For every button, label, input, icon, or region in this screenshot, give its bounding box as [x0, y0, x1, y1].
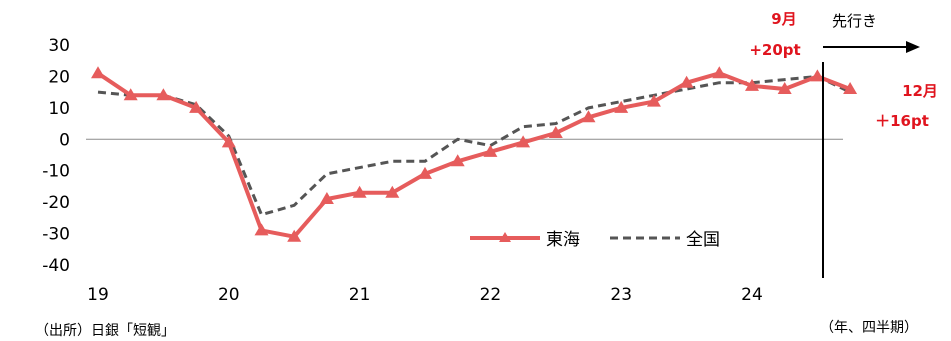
forecast-arrowhead — [906, 41, 920, 53]
series-line-zenkoku — [97, 74, 851, 217]
x-tick-label: 23 — [610, 285, 632, 305]
source-note: （出所）日銀「短観」 — [35, 322, 175, 339]
data-point-tokai — [614, 100, 629, 113]
x-unit-label: （年、四半期） — [820, 320, 918, 336]
y-tick-label: -20 — [42, 193, 70, 213]
data-point-tokai — [516, 135, 531, 148]
y-tick-label: -40 — [42, 256, 70, 276]
y-tick-label: 10 — [48, 99, 70, 119]
data-point-tokai — [418, 166, 432, 179]
legend-item-zenkoku: 全国 — [610, 230, 720, 250]
data-point-tokai — [385, 185, 400, 198]
annotation-sep-label: 9月 — [771, 10, 796, 28]
forecast-label: 先行き — [832, 12, 877, 30]
data-point-tokai — [679, 75, 694, 88]
annotation-sep-value: +20pt — [749, 41, 800, 59]
data-point-tokai — [352, 185, 367, 198]
annotation-dec-value: ＋16pt — [875, 112, 929, 130]
data-point-tokai — [189, 100, 204, 113]
annotation-dec-label: 12月 — [902, 82, 938, 100]
x-tick-label: 21 — [349, 285, 371, 305]
y-tick-label: 20 — [48, 67, 70, 87]
data-point-tokai — [646, 94, 661, 107]
x-tick-label: 24 — [741, 285, 763, 305]
x-axis: 19 20 21 22 23 24 — [87, 285, 763, 305]
y-tick-label: 30 — [48, 36, 70, 56]
data-point-tokai — [319, 192, 334, 204]
y-axis: 30 20 10 0 -10 -20 -30 -40 — [42, 36, 70, 276]
series-line-tokai — [96, 71, 851, 239]
data-point-tokai — [156, 88, 171, 101]
data-point-tokai — [123, 88, 138, 101]
series-layer — [91, 66, 858, 242]
x-tick-label: 22 — [480, 285, 502, 305]
data-point-tokai — [777, 82, 792, 94]
y-tick-label: 0 — [59, 130, 70, 150]
data-point-tokai — [745, 78, 759, 91]
data-point-tokai — [254, 223, 269, 236]
y-tick-label: -30 — [42, 225, 70, 245]
data-point-tokai — [221, 135, 236, 148]
data-point-tokai — [843, 82, 858, 94]
data-point-tokai — [287, 229, 302, 242]
x-tick-label: 19 — [87, 285, 109, 305]
data-point-tokai — [483, 144, 498, 157]
data-point-tokai — [581, 110, 596, 123]
y-tick-label: -10 — [42, 162, 70, 182]
data-point-tokai — [712, 66, 727, 79]
data-point-tokai — [91, 66, 105, 79]
legend-label-tokai: 東海 — [546, 230, 580, 250]
x-tick-label: 20 — [218, 285, 240, 305]
legend-item-tokai: 東海 — [470, 230, 580, 250]
data-point-tokai — [810, 69, 825, 82]
legend-label-zenkoku: 全国 — [686, 230, 720, 250]
data-point-tokai — [548, 126, 563, 138]
legend-marker-tokai — [499, 232, 511, 242]
data-point-tokai — [450, 154, 465, 167]
legend: 東海 全国 — [470, 230, 720, 250]
